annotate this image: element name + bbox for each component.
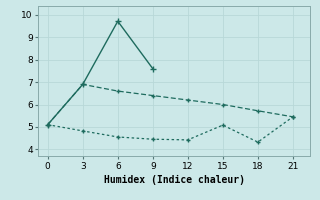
X-axis label: Humidex (Indice chaleur): Humidex (Indice chaleur): [104, 175, 245, 185]
